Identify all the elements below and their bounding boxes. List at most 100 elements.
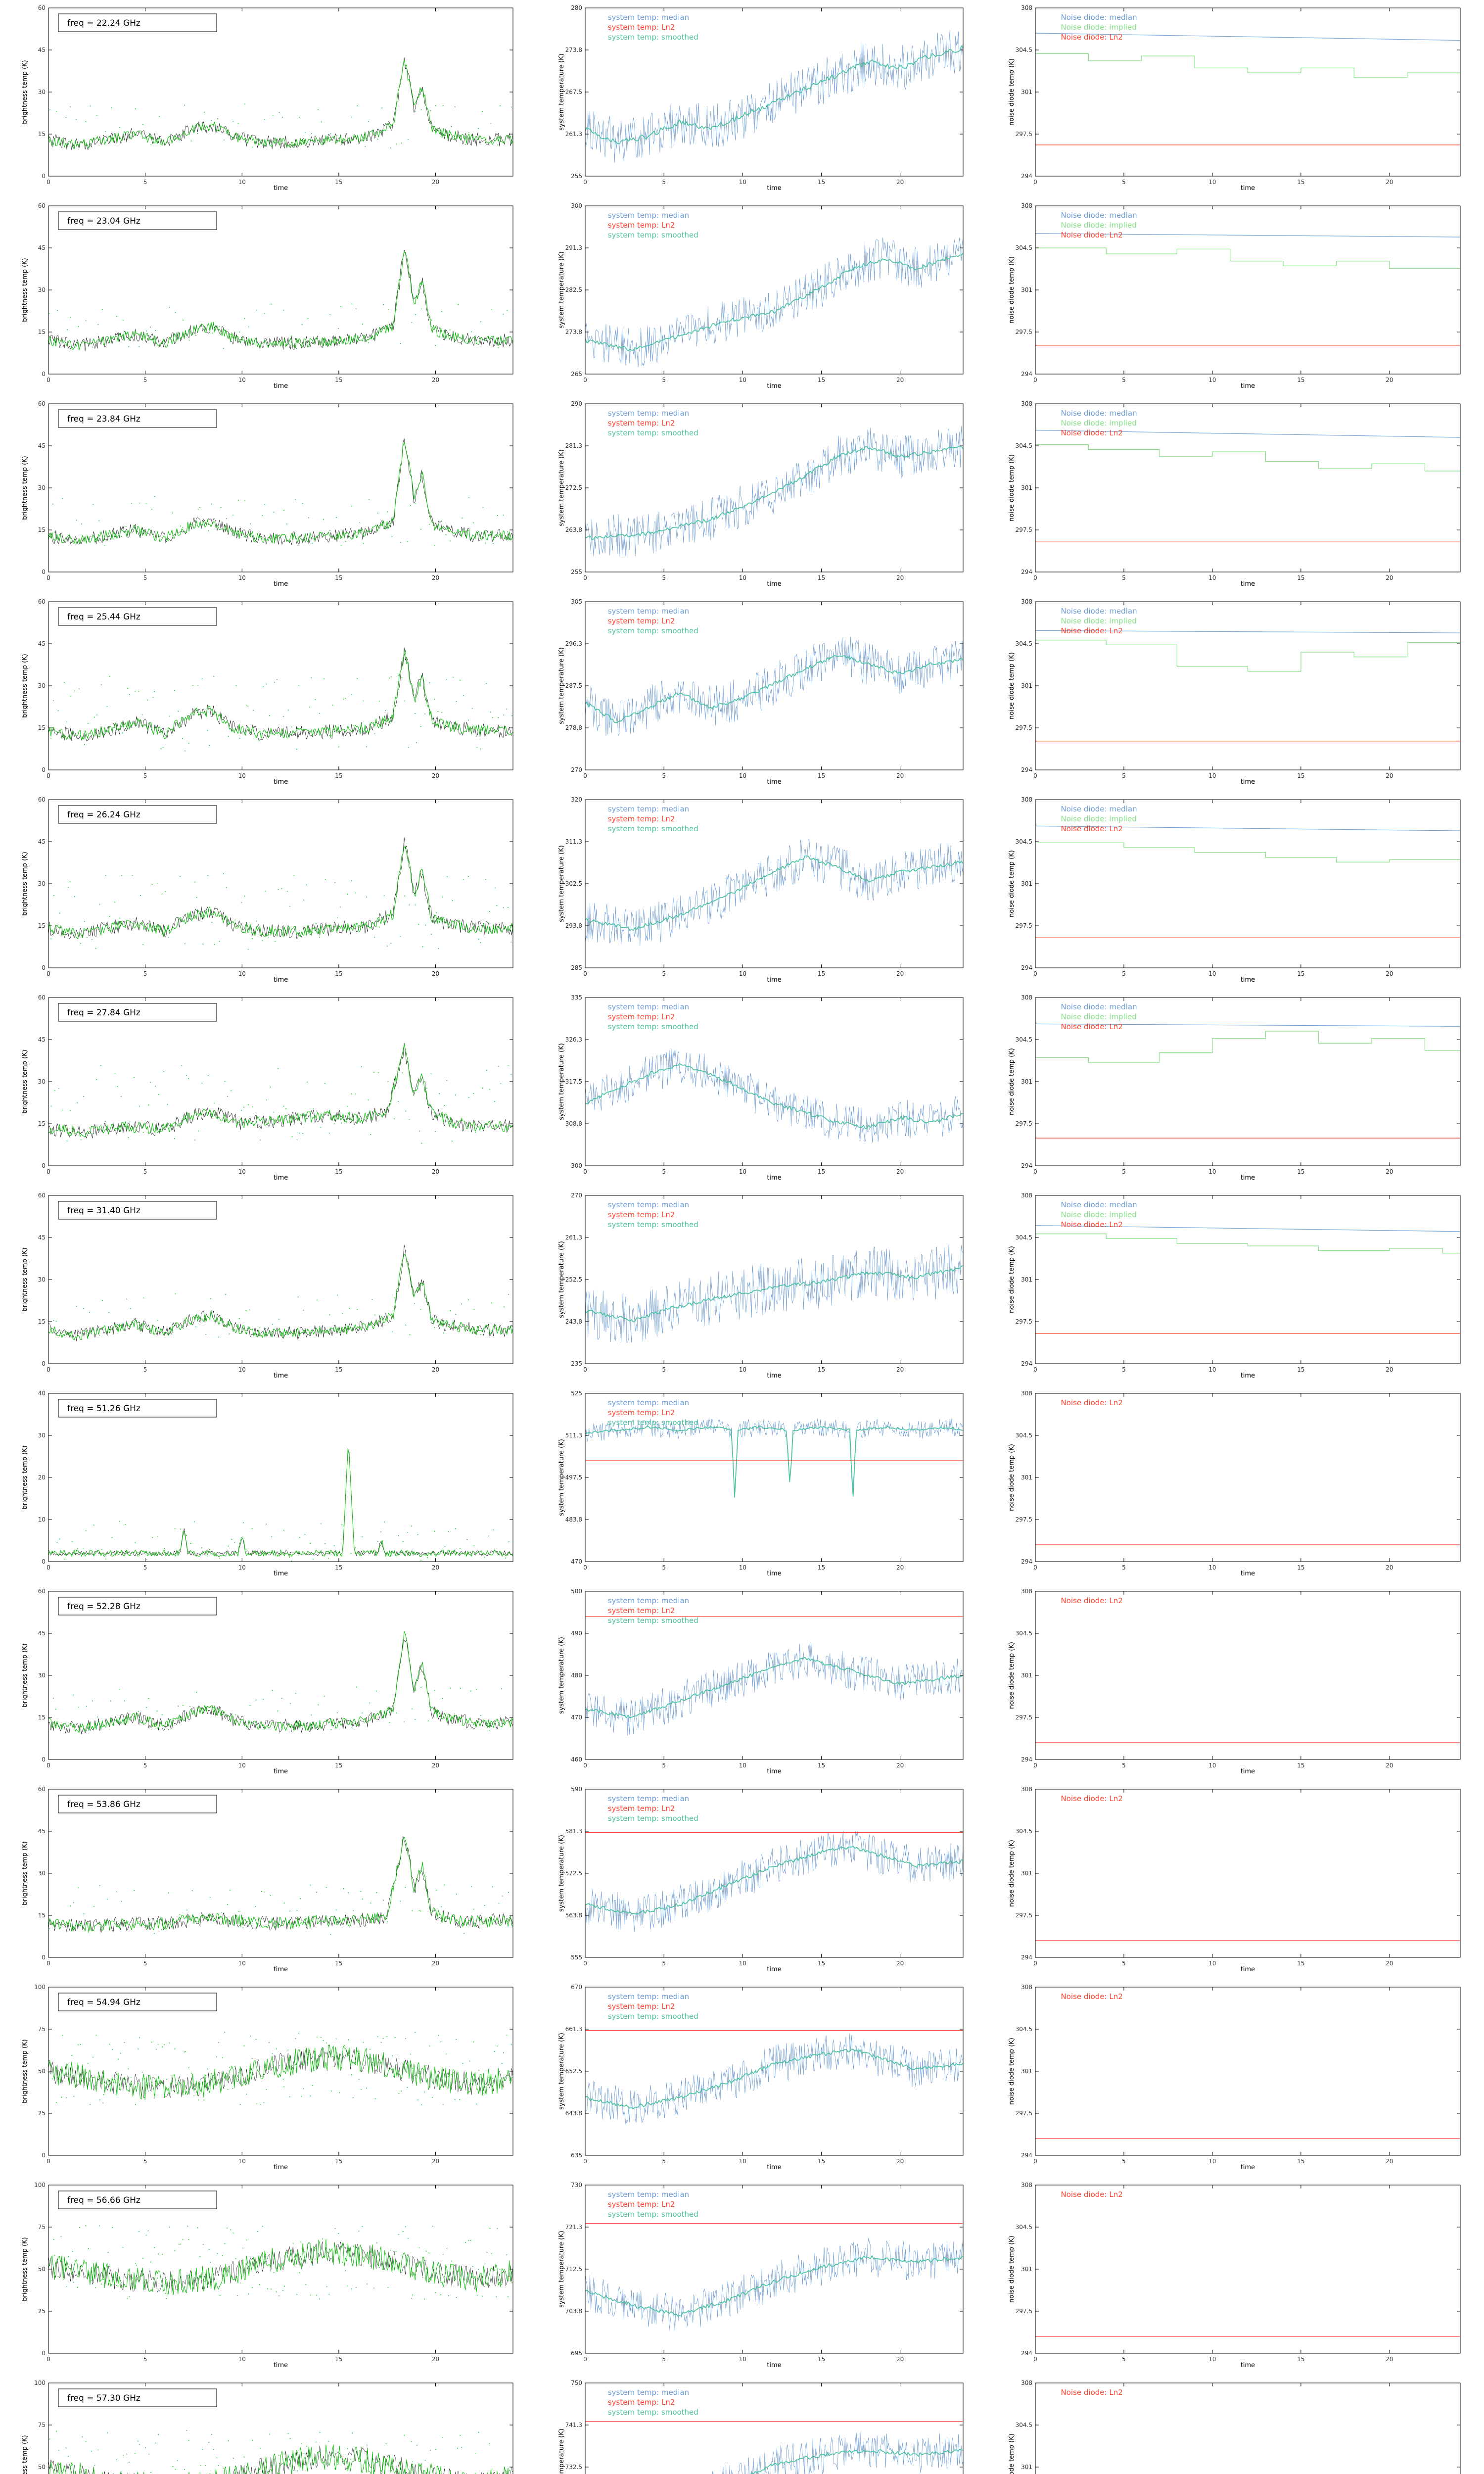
x-tick-label: 5: [143, 1564, 147, 1571]
y-tick-label: 60: [38, 796, 46, 803]
freq-legend-box: [58, 1003, 217, 1022]
y-tick-label: 661.3: [565, 2026, 582, 2033]
x-tick-label: 5: [662, 970, 666, 977]
plot-series-area: [585, 1244, 963, 1343]
y-tick-label: 301: [1021, 484, 1032, 491]
y-tick-label: 308.8: [565, 1120, 582, 1127]
series-speckle: [52, 496, 508, 546]
y-tick-label: 497.5: [565, 1474, 582, 1481]
y-tick-label: 294: [1021, 1756, 1032, 1763]
y-tick-label: 0: [42, 1162, 46, 1169]
x-tick-label: 0: [583, 1564, 587, 1571]
x-tick-label: 5: [662, 1168, 666, 1175]
plot-row: 0 5 10 15 20 0 15 30 45 60 brightness temp (K) time…: [20, 994, 1464, 1184]
plot-series-area: [1035, 33, 1460, 145]
y-tick-label: 60: [38, 994, 46, 1001]
x-axis-label: time: [1241, 778, 1255, 786]
x-tick-label: 15: [1297, 1960, 1304, 1967]
x-tick-label: 5: [1122, 772, 1126, 779]
y-tick-label: 100: [34, 2182, 46, 2189]
series-speckle: [50, 2225, 512, 2300]
x-tick-label: 15: [818, 970, 825, 977]
series-speckle: [49, 1884, 509, 1935]
axes-box: [1035, 1591, 1461, 1760]
x-tick-label: 0: [1033, 970, 1037, 977]
y-tick-label: 294: [1021, 2152, 1032, 2159]
freq-legend-label: freq = 23.84 GHz: [67, 414, 140, 424]
x-tick-label: 20: [1386, 2158, 1393, 2165]
x-tick-label: 10: [739, 1762, 746, 1769]
x-tick-label: 15: [818, 179, 825, 186]
x-axis-label: time: [767, 1372, 781, 1380]
y-tick-label: 304.5: [1016, 1036, 1032, 1043]
x-tick-label: 15: [335, 772, 342, 779]
x-tick-label: 10: [238, 2158, 246, 2165]
y-tick-label: 297.5: [1016, 526, 1032, 533]
y-tick-label: 0: [42, 569, 46, 575]
legend-item-2: system temp: Ln2: [608, 2398, 675, 2407]
series-raw: [48, 1043, 513, 1139]
x-tick-label: 5: [143, 2158, 147, 2165]
x-tick-label: 15: [335, 970, 342, 977]
legend-item-1: system temp: median: [608, 211, 689, 220]
y-tick-label: 555: [571, 1954, 582, 1961]
y-axis-label: system temperature (K): [558, 2231, 565, 2308]
chart-brightness: 0 5 10 15 20 0 15 30 45 60 brightness temp (K) time…: [20, 400, 517, 590]
x-tick-label: 20: [1386, 377, 1393, 383]
x-tick-label: 10: [1208, 1960, 1216, 1967]
y-tick-label: 335: [571, 994, 582, 1001]
x-tick-label: 0: [1033, 772, 1037, 779]
y-tick-label: 308: [1021, 1192, 1032, 1199]
x-tick-label: 5: [1122, 1762, 1126, 1769]
y-axis-label: noise diode temp (K): [1008, 1444, 1016, 1511]
y-axis-label: brightness temp (K): [21, 2435, 29, 2474]
x-tick-label: 0: [46, 2356, 50, 2363]
series-speckle: [50, 674, 512, 752]
series-median: [585, 30, 963, 163]
legend-item-2: system temp: Ln2: [608, 2200, 675, 2209]
x-tick-label: 10: [739, 1366, 746, 1373]
y-tick-label: 635: [571, 2152, 582, 2159]
y-tick-label: 20: [38, 1474, 46, 1481]
y-axis-label: system temperature (K): [558, 1835, 565, 1912]
y-tick-label: 25: [38, 2110, 46, 2117]
y-axis-label: noise diode temp (K): [1008, 256, 1016, 324]
legend-item-2: system temp: Ln2: [608, 221, 675, 230]
series-raw: [48, 1450, 513, 1556]
plot-series-area: [48, 647, 513, 752]
legend-item-1: system temp: median: [608, 2190, 689, 2199]
y-tick-label: 45: [38, 1036, 46, 1043]
y-axis-label: system temperature (K): [558, 1043, 565, 1120]
y-tick-label: 304.5: [1016, 1828, 1032, 1835]
chart-noise-diode: 0 5 10 15 20 294 297.5 301 304.5 308 noise diode t…: [1007, 1587, 1464, 1777]
freq-legend-box: [58, 1795, 217, 1813]
x-axis-label: time: [1241, 185, 1255, 192]
series-data: [48, 650, 513, 741]
x-tick-label: 0: [46, 1168, 50, 1175]
axes-box: [48, 205, 513, 375]
chart-noise-diode: 0 5 10 15 20 294 297.5 301 304.5 308 noise diode t…: [1007, 994, 1464, 1184]
y-tick-label: 50: [38, 2464, 46, 2471]
chart-brightness: 0 5 10 15 20 0 25 50 75 100 brightness temp (K) tim…: [20, 1983, 517, 2173]
x-tick-label: 0: [583, 574, 587, 581]
x-tick-label: 5: [143, 2356, 147, 2363]
chart-brightness: 0 5 10 15 20 0 15 30 45 60 brightness temp (K) time…: [20, 4, 517, 194]
y-tick-label: 301: [1021, 2266, 1032, 2273]
series-smoothed: [585, 655, 963, 723]
series-implied: [1035, 1031, 1460, 1063]
series-speckle: [49, 2430, 513, 2474]
y-tick-label: 308: [1021, 1390, 1032, 1397]
x-tick-label: 10: [238, 574, 246, 581]
y-tick-label: 304.5: [1016, 47, 1032, 53]
x-tick-label: 20: [432, 2356, 439, 2363]
plot-row: 0 5 10 15 20 0 15 30 45 60 brightness temp (K) time…: [20, 1587, 1464, 1777]
chart-system-temp: 0 5 10 15 20 555 563.8 572.5 581.3 590 system temp…: [556, 1785, 967, 1975]
y-tick-label: 297.5: [1016, 1516, 1032, 1523]
x-tick-label: 5: [143, 1762, 147, 1769]
x-tick-label: 15: [1297, 377, 1304, 383]
y-tick-label: 30: [38, 89, 46, 95]
x-tick-label: 20: [1386, 1366, 1393, 1373]
y-tick-label: 0: [42, 1756, 46, 1763]
y-tick-label: 297.5: [1016, 2308, 1032, 2315]
y-tick-label: 563.8: [565, 1912, 582, 1919]
